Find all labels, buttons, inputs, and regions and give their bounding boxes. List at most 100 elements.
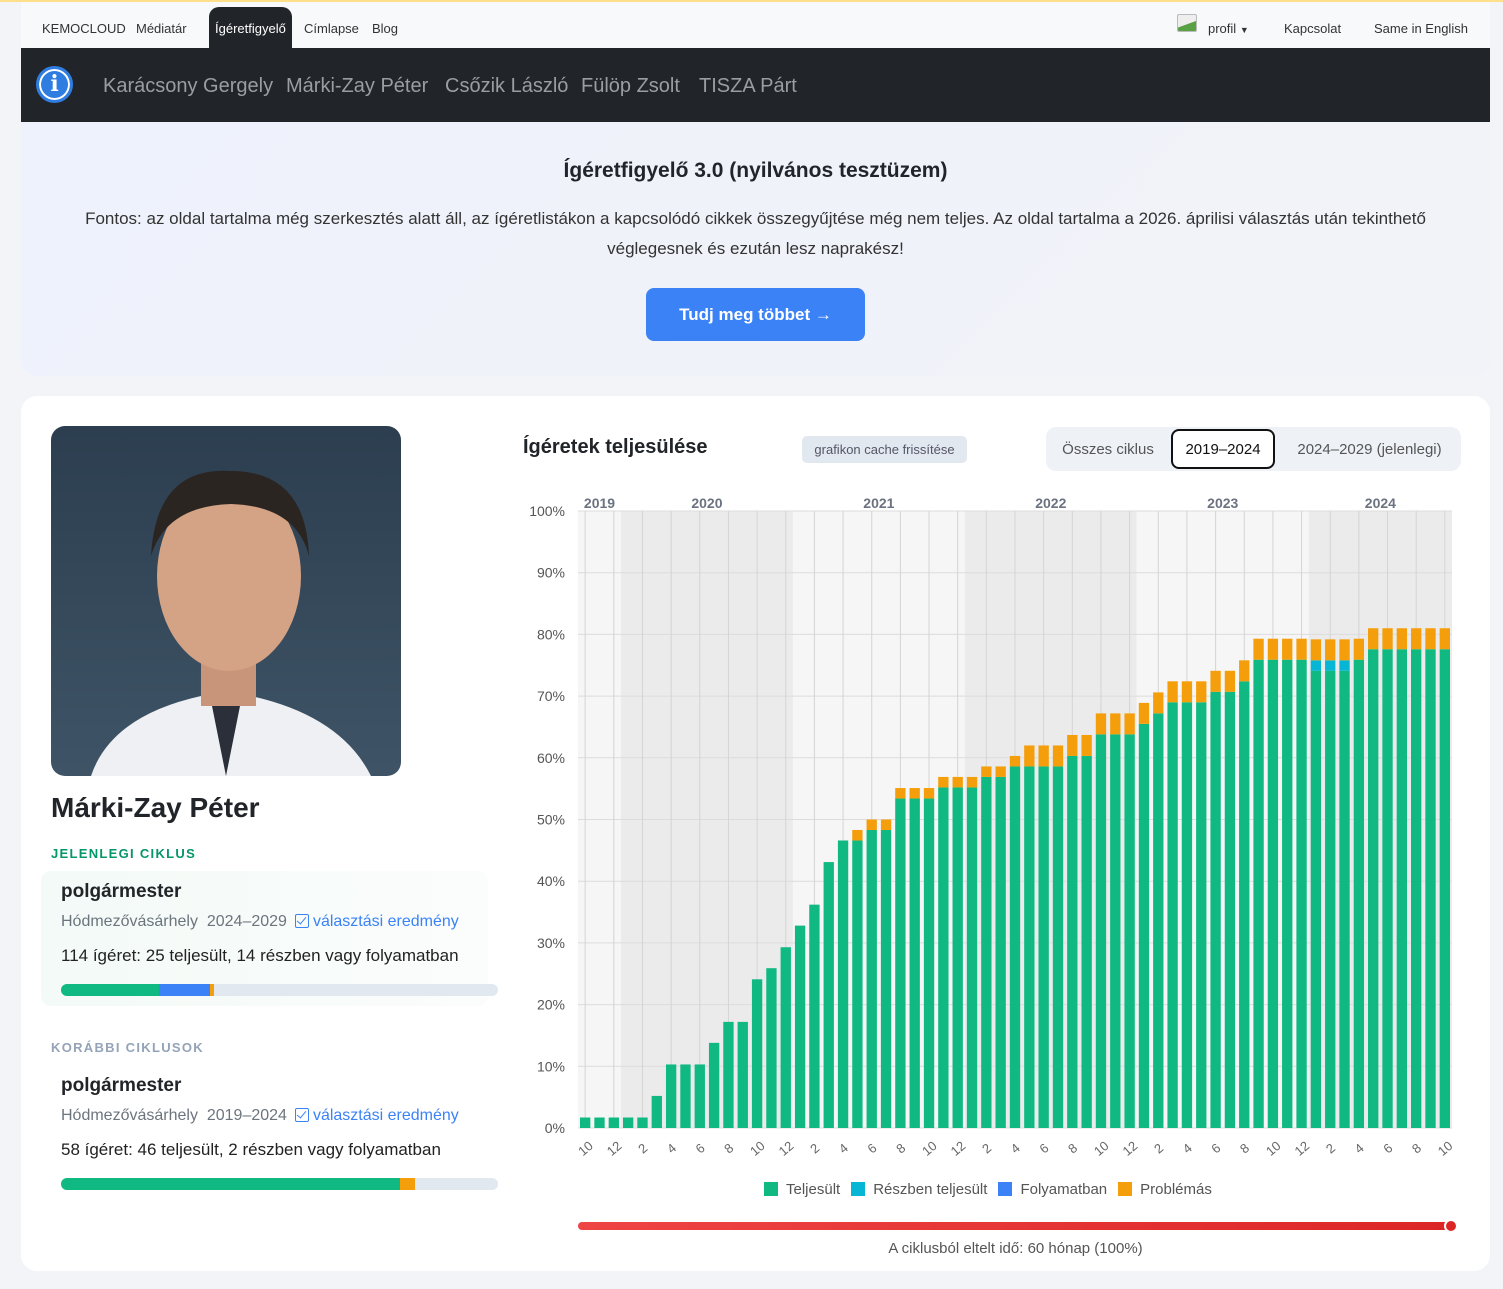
nav-kapcsolat[interactable]: Kapcsolat bbox=[1284, 21, 1342, 36]
bar-segment bbox=[1325, 639, 1336, 661]
x-tick-label: 2 bbox=[1323, 1140, 1338, 1156]
nav-cimlapse[interactable]: Címlapse bbox=[304, 21, 359, 36]
bar-segment bbox=[852, 829, 863, 841]
cycle-elapsed-text: A ciklusból eltelt idő: 60 hónap (100%) bbox=[888, 1240, 1143, 1257]
legend-swatch bbox=[851, 1182, 866, 1196]
x-tick-label: 2 bbox=[1151, 1140, 1166, 1156]
y-tick-label: 80% bbox=[537, 626, 565, 642]
nav-blog[interactable]: Blog bbox=[372, 21, 399, 36]
refresh-chart-cache-button[interactable]: grafikon cache frissítése bbox=[802, 436, 967, 463]
cycle-option-2019-2024[interactable]: 2019–2024 bbox=[1171, 429, 1275, 469]
bar-segment bbox=[1368, 649, 1379, 1128]
election-result-link[interactable]: választási eredmény bbox=[294, 1107, 459, 1124]
bar-segment bbox=[1253, 659, 1264, 1128]
nav-kemocloud[interactable]: KEMOCLOUD bbox=[42, 21, 126, 36]
election-result-link[interactable]: választási eredmény bbox=[294, 913, 459, 930]
politician-link[interactable]: Márki-Zay Péter bbox=[286, 75, 429, 97]
legend-swatch bbox=[1118, 1182, 1133, 1196]
cycle-item-current: polgármester Hódmezővásárhely 2024–2029 v… bbox=[41, 871, 498, 1006]
x-tick-label: 4 bbox=[1008, 1140, 1023, 1156]
bar-segment bbox=[1181, 681, 1193, 703]
bar-segment bbox=[780, 947, 791, 1128]
x-tick-label: 4 bbox=[1352, 1140, 1367, 1156]
nav-igeretfigyelo[interactable]: Ígéretfigyelő bbox=[209, 7, 292, 48]
y-tick-label: 70% bbox=[537, 688, 565, 704]
x-tick-label: 12 bbox=[948, 1138, 969, 1159]
bar-segment bbox=[1339, 670, 1350, 1128]
bar-segment bbox=[895, 788, 906, 799]
legend-item[interactable]: Teljesült bbox=[764, 1181, 840, 1198]
bar-segment bbox=[751, 979, 763, 1128]
bar-segment bbox=[923, 798, 935, 1128]
bar-segment bbox=[1167, 702, 1178, 1128]
portrait-silhouette bbox=[91, 470, 371, 776]
bar-segment bbox=[1110, 713, 1121, 735]
cycle-selector: Összes ciklus 2019–2024 2024–2029 (jelen… bbox=[1046, 427, 1461, 471]
bar-segment bbox=[1124, 713, 1135, 735]
cycle-option-all[interactable]: Összes ciklus bbox=[1052, 429, 1164, 469]
cycle-option-2024-2029[interactable]: 2024–2029 (jelenlegi) bbox=[1282, 429, 1457, 469]
bar-segment bbox=[938, 776, 949, 788]
nav-mediatar[interactable]: Médiatár bbox=[136, 21, 187, 36]
bar-segment bbox=[995, 766, 1006, 777]
x-tick-label: 10 bbox=[747, 1138, 768, 1159]
bar-segment bbox=[1396, 628, 1408, 650]
bar-segment bbox=[737, 1021, 748, 1128]
bar-segment bbox=[1224, 691, 1236, 1128]
bar-segment bbox=[1224, 670, 1236, 692]
legend-item[interactable]: Problémás bbox=[1118, 1181, 1212, 1198]
learn-more-button[interactable]: Tudj meg többet → bbox=[646, 288, 865, 341]
bar-segment bbox=[1038, 745, 1049, 767]
bar-segment bbox=[608, 1117, 619, 1128]
bar-segment bbox=[1382, 628, 1393, 650]
bar-segment bbox=[723, 1021, 734, 1128]
bar-segment bbox=[1153, 692, 1164, 714]
progress-fulfilled bbox=[61, 984, 159, 996]
bar-segment bbox=[1253, 638, 1264, 660]
bar-segment bbox=[1310, 660, 1322, 671]
election-result-label: választási eredmény bbox=[312, 1107, 459, 1124]
year-label: 2022 bbox=[1035, 495, 1066, 511]
bar-segment bbox=[1353, 659, 1365, 1128]
politician-link[interactable]: Csőzik László bbox=[445, 75, 569, 97]
cycle-city: Hódmezővásárhely bbox=[61, 1107, 198, 1124]
check-square-icon bbox=[294, 1108, 309, 1122]
legend-swatch bbox=[998, 1182, 1013, 1196]
legend-swatch bbox=[764, 1182, 778, 1196]
legend-item[interactable]: Részben teljesült bbox=[851, 1181, 987, 1198]
notice-banner: Ígéretfigyelő 3.0 (nyilvános tesztüzem) … bbox=[21, 122, 1490, 376]
bar-segment bbox=[852, 840, 863, 1128]
cycle-item-previous: polgármester Hódmezővásárhely 2019–2024 v… bbox=[41, 1065, 498, 1200]
info-icon[interactable]: i bbox=[36, 66, 73, 103]
bar-segment bbox=[1153, 713, 1164, 1128]
bar-segment bbox=[952, 787, 963, 1128]
profile-image-icon[interactable] bbox=[1177, 14, 1197, 32]
profile-dropdown[interactable]: profil ▼ bbox=[1208, 21, 1249, 36]
bar-segment bbox=[1138, 702, 1150, 724]
bar-segment bbox=[1239, 660, 1250, 682]
y-tick-label: 0% bbox=[545, 1120, 565, 1136]
y-tick-label: 30% bbox=[537, 935, 565, 951]
caret-down-icon: ▼ bbox=[1239, 25, 1249, 35]
y-tick-label: 100% bbox=[529, 503, 565, 519]
year-label: 2024 bbox=[1365, 495, 1396, 511]
bar-segment bbox=[622, 1117, 634, 1128]
y-tick-label: 50% bbox=[537, 812, 565, 828]
top-accent-line bbox=[0, 0, 1503, 2]
politician-link[interactable]: Karácsony Gergely bbox=[103, 75, 274, 97]
bar-segment bbox=[1124, 734, 1135, 1128]
legend-item[interactable]: Folyamatban bbox=[998, 1181, 1107, 1198]
cycle-summary: 114 ígéret: 25 teljesült, 14 részben vag… bbox=[61, 946, 459, 965]
x-tick-label: 6 bbox=[1208, 1140, 1223, 1156]
bar-segment bbox=[981, 766, 992, 777]
politician-link[interactable]: Fülöp Zsolt bbox=[581, 75, 680, 97]
cycle-role: polgármester bbox=[61, 881, 182, 902]
bar-segment bbox=[1052, 766, 1064, 1128]
bar-segment bbox=[1282, 638, 1293, 660]
politician-link[interactable]: TISZA Párt bbox=[699, 75, 797, 97]
cycle-period: 2024–2029 bbox=[206, 913, 287, 930]
banner-text: Fontos: az oldal tartalma még szerkeszté… bbox=[85, 209, 1426, 258]
bar-segment bbox=[1296, 659, 1307, 1128]
nav-english[interactable]: Same in English bbox=[1374, 21, 1468, 36]
bar-segment bbox=[1009, 766, 1021, 1128]
